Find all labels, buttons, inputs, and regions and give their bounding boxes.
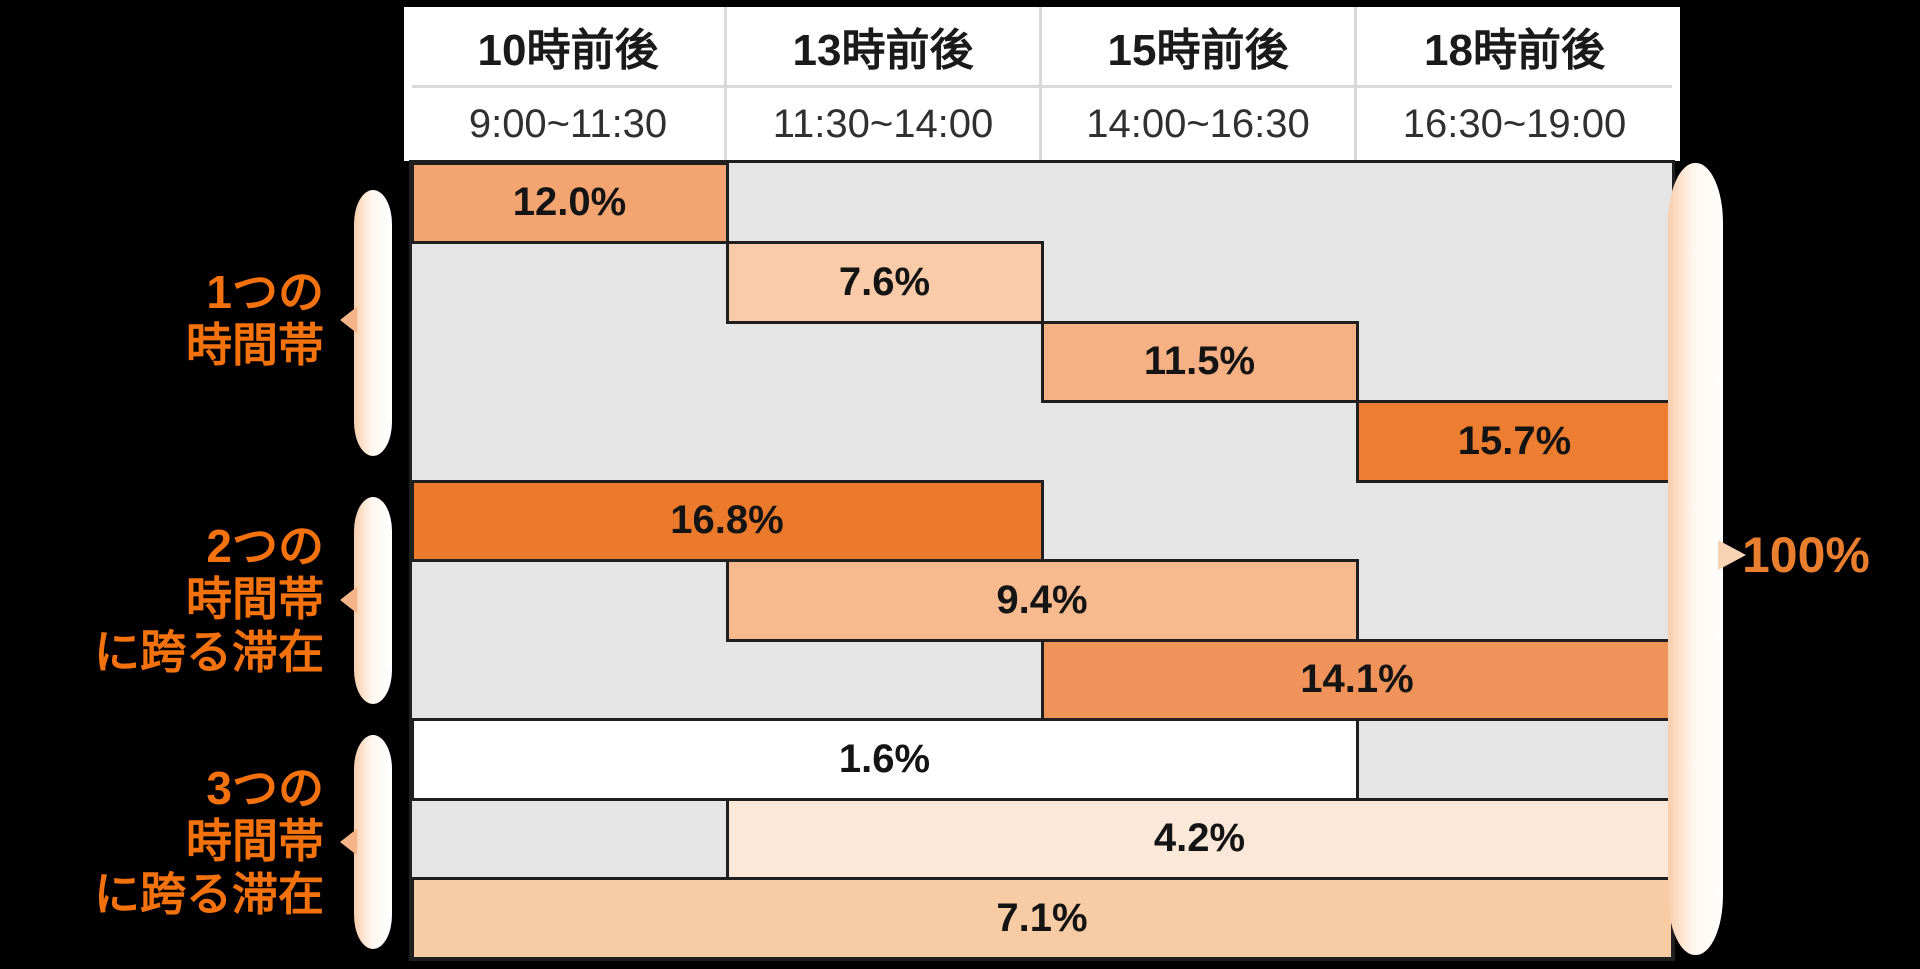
brace-tip-group-2 xyxy=(340,586,357,614)
brace-tip-group-1 xyxy=(340,306,357,334)
group-label-two-slots: 2つの 時間帯 に跨る滞在 xyxy=(94,520,324,678)
bar-segment-15.7%: 15.7% xyxy=(1355,400,1674,483)
group-label-three-slots: 3つの 時間帯 に跨る滞在 xyxy=(94,762,324,920)
column-header-grid: 10時前後 13時前後 15時前後 18時前後 9:00~11:30 11:30… xyxy=(412,7,1672,161)
bar-segment-16.8%: 16.8% xyxy=(410,479,1044,562)
column-time-range-2: 11:30~14:00 xyxy=(727,88,1042,161)
brace-group-1 xyxy=(354,190,392,456)
brace-total xyxy=(1668,163,1723,955)
column-title-2: 13時前後 xyxy=(727,7,1042,88)
column-title-3: 15時前後 xyxy=(1042,7,1357,88)
bar-segment-7.1%: 7.1% xyxy=(410,877,1674,960)
bar-segment-7.6%: 7.6% xyxy=(725,241,1044,324)
group-label-one-slot: 1つの 時間帯 xyxy=(186,266,324,371)
brace-group-3 xyxy=(354,735,392,949)
brace-tip-group-3 xyxy=(340,828,357,856)
bar-segment-11.5%: 11.5% xyxy=(1040,320,1359,403)
bar-segment-4.2%: 4.2% xyxy=(725,797,1674,880)
column-title-1: 10時前後 xyxy=(412,7,727,88)
column-time-range-4: 16:30~19:00 xyxy=(1402,102,1627,146)
brace-group-2 xyxy=(354,497,392,704)
column-header-band: 10時前後 13時前後 15時前後 18時前後 9:00~11:30 11:30… xyxy=(404,7,1680,161)
total-percentage-label: 100% xyxy=(1742,527,1870,583)
column-title-4: 18時前後 xyxy=(1357,7,1672,88)
column-time-range-3: 14:00~16:30 xyxy=(1042,88,1357,161)
bar-segment-1.6%: 1.6% xyxy=(410,718,1359,801)
bar-segment-12.0%: 12.0% xyxy=(410,161,729,244)
bar-segment-14.1%: 14.1% xyxy=(1040,638,1674,721)
bar-table: 12.0% 7.6% 11.5% 15.7% 16.8% 9.4% 14.1% 1.6% 4.2… xyxy=(409,160,1675,961)
bar-segment-9.4%: 9.4% xyxy=(725,559,1359,642)
column-time-range-1: 9:00~11:30 xyxy=(412,88,727,161)
